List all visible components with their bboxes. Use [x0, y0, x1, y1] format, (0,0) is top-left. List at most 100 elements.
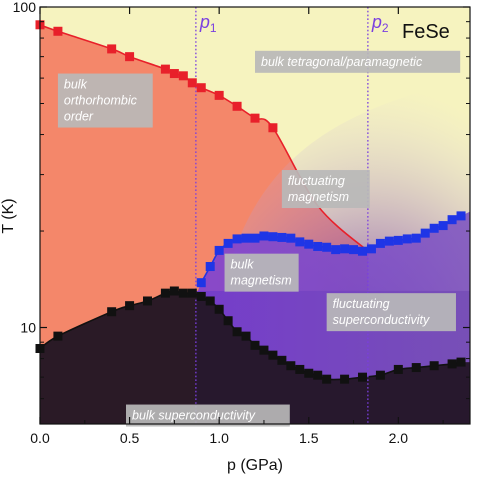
- superconducting-point: [286, 361, 296, 371]
- magnetic-point: [331, 245, 341, 255]
- magnetic-point: [402, 234, 412, 244]
- superconducting-point: [322, 374, 332, 384]
- superconducting-point: [250, 340, 260, 350]
- magnetic-point: [384, 236, 394, 246]
- structural-point: [169, 69, 179, 79]
- magnetic-point: [250, 233, 260, 243]
- svg-text:fluctuating: fluctuating: [333, 297, 390, 311]
- svg-text:bulk tetragonal/paramagnetic: bulk tetragonal/paramagnetic: [261, 55, 423, 69]
- magnetic-point: [232, 234, 242, 244]
- magnetic-point: [313, 241, 323, 251]
- structural-point: [196, 83, 206, 93]
- superconducting-point: [277, 355, 287, 365]
- superconducting-point: [160, 288, 170, 298]
- svg-text:fluctuating: fluctuating: [288, 174, 345, 188]
- superconducting-point: [196, 291, 206, 301]
- critical-pressure-label-2: p2: [371, 12, 389, 35]
- magnetic-point: [447, 215, 457, 225]
- x-tick-label: 0.0: [30, 430, 50, 446]
- magnetic-point: [196, 278, 206, 288]
- magnetic-point: [375, 238, 385, 248]
- superconducting-point: [178, 288, 188, 298]
- y-tick-label: 10: [20, 320, 36, 336]
- critical-pressure-label-1: p1: [199, 12, 217, 35]
- superconducting-point: [375, 370, 385, 380]
- superconducting-point: [187, 288, 197, 298]
- magnetic-point: [429, 223, 439, 233]
- x-tick-label: 2.0: [389, 430, 409, 446]
- superconducting-point: [223, 316, 233, 326]
- plot-frame: [39, 6, 471, 425]
- superconducting-point: [169, 286, 179, 296]
- structural-point: [268, 123, 278, 133]
- magnetic-point: [420, 228, 430, 238]
- superconducting-point: [456, 357, 466, 367]
- magnetic-point: [295, 237, 305, 247]
- svg-text:order: order: [64, 110, 94, 124]
- superconducting-point: [125, 301, 135, 311]
- magnetic-point: [456, 211, 466, 221]
- y-tick-label: 100: [13, 0, 37, 15]
- region-labels: bulk orthorhombic order bulk tetragonal/par…: [57, 50, 461, 427]
- superconducting-point: [393, 364, 403, 374]
- critical-pressure-lines: p1 p2: [195, 7, 389, 424]
- superconducting-point: [295, 364, 305, 374]
- superconducting-point: [268, 350, 278, 360]
- superconducting-point: [143, 296, 152, 306]
- magnetic-point: [304, 239, 314, 249]
- material-label: FeSe: [402, 21, 450, 43]
- superconducting-point: [411, 363, 421, 373]
- magnetic-point: [438, 221, 448, 231]
- superconducting-point: [241, 331, 251, 341]
- magnetic-point: [349, 245, 359, 255]
- superconducting-point: [107, 307, 117, 317]
- structural-point: [160, 64, 170, 74]
- x-tick-label: 0.5: [120, 430, 140, 446]
- magnetic-point: [411, 233, 421, 243]
- superconducting-point: [259, 345, 269, 355]
- y-axis-label: T (K): [0, 198, 17, 233]
- data-points: [35, 20, 466, 384]
- structural-point: [214, 90, 224, 100]
- structural-point: [187, 78, 197, 88]
- superconducting-point: [214, 304, 224, 314]
- region-label-6: bulk superconductivity: [126, 404, 290, 427]
- superconducting-point: [53, 331, 63, 341]
- x-tick-label: 1.0: [209, 430, 229, 446]
- magnetic-point: [340, 244, 350, 254]
- x-tick-label: 1.5: [299, 430, 319, 446]
- magnetic-point: [259, 231, 269, 241]
- magnetic-point: [268, 232, 278, 242]
- magnetic-point: [214, 245, 224, 255]
- svg-text:bulk: bulk: [231, 258, 255, 272]
- superconducting-point: [340, 374, 350, 384]
- region-label-2: bulk tetragonal/paramagnetic: [255, 50, 461, 73]
- region-label-1: bulk orthorhombic order: [57, 73, 153, 128]
- axes: 0.0 0.5 1.0 1.5 2.0 10 100: [13, 0, 470, 446]
- superconducting-point: [205, 296, 215, 306]
- superconducting-point: [313, 370, 323, 380]
- magnetic-point: [241, 233, 251, 243]
- magnetic-point: [322, 242, 332, 252]
- x-axis-label: p (GPa): [227, 457, 283, 474]
- magnetic-point: [286, 233, 296, 243]
- magnetic-point: [277, 232, 287, 242]
- magnetic-point: [223, 238, 233, 248]
- structural-point: [250, 113, 260, 123]
- superconducting-point: [304, 368, 314, 378]
- svg-text:bulk superconductivity: bulk superconductivity: [132, 409, 256, 423]
- svg-text:magnetism: magnetism: [231, 274, 292, 288]
- magnetic-point: [393, 235, 403, 245]
- svg-text:orthorhombic: orthorhombic: [64, 94, 138, 108]
- superconducting-point: [358, 372, 367, 382]
- structural-point: [232, 101, 242, 111]
- region-label-5: fluctuating superconductivity: [326, 293, 456, 332]
- svg-text:bulk: bulk: [64, 78, 88, 92]
- structural-point: [178, 71, 188, 81]
- structural-point: [107, 44, 117, 54]
- magnetic-point: [358, 246, 367, 256]
- structural-point: [53, 26, 63, 36]
- region-label-4: bulk magnetism: [224, 253, 299, 292]
- magnetic-point: [205, 262, 215, 272]
